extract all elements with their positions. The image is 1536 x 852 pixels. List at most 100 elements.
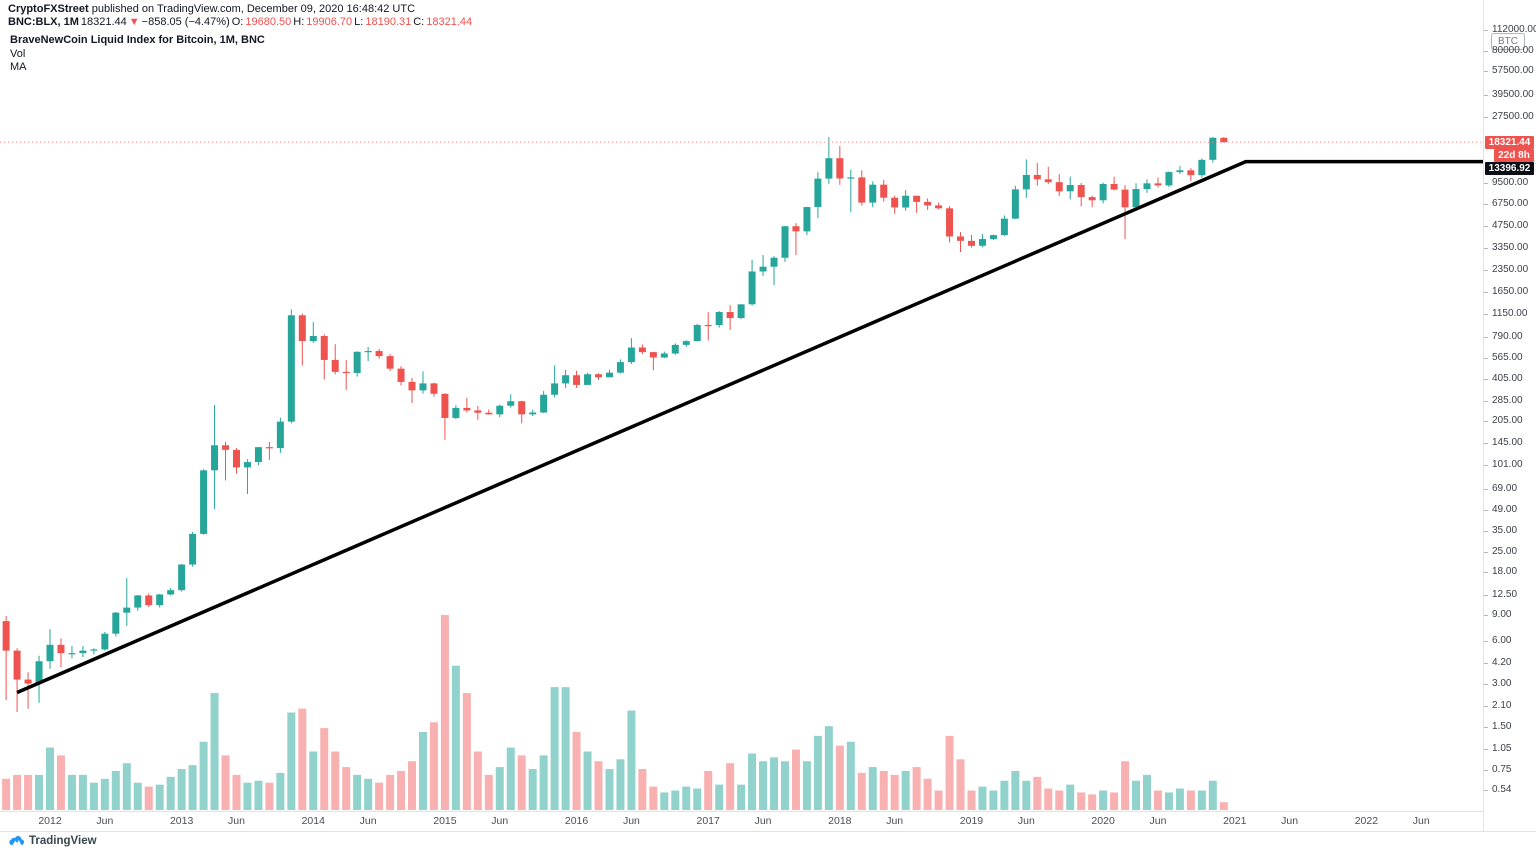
time-tick-label: 2018 <box>828 815 852 827</box>
candle-body <box>496 405 504 415</box>
candle-body <box>595 374 602 378</box>
volume-bar <box>276 772 285 810</box>
price-tick-label: 1.50 <box>1484 721 1536 733</box>
volume-bar <box>78 774 87 810</box>
time-tick-label: Jun <box>491 815 509 827</box>
volume-bar <box>495 767 504 810</box>
candle-body <box>232 449 240 468</box>
volume-bar <box>111 771 120 810</box>
candle-body <box>375 351 383 357</box>
last-price: 18321.44 <box>80 16 127 28</box>
volume-bar <box>791 749 800 810</box>
time-tick-label: 2022 <box>1354 815 1379 827</box>
price-tick-label: 1150.00 <box>1484 308 1536 320</box>
volume-bar <box>408 761 417 810</box>
volume-bar <box>155 784 164 810</box>
candle-body <box>1121 189 1129 208</box>
volume-bar <box>265 782 274 810</box>
candle-body <box>287 315 295 422</box>
candle-body <box>1099 183 1107 201</box>
volume-bar <box>1033 776 1042 810</box>
volume-bar <box>1153 790 1162 810</box>
price-axis[interactable]: BTC 112000.00 80000.00 57500.00 39500.00 275… <box>1483 0 1536 831</box>
volume-bar <box>254 780 263 810</box>
close-value: 18321.44 <box>426 16 473 28</box>
volume-bar <box>56 755 65 810</box>
candle-body <box>529 412 537 415</box>
volume-bar <box>199 741 208 810</box>
volume-bar <box>901 771 910 810</box>
volume-bar <box>572 732 581 810</box>
candle-body <box>408 381 416 391</box>
volume-bar <box>627 710 636 810</box>
candle-body <box>1198 159 1206 176</box>
candle-body <box>814 178 822 208</box>
candle-body <box>331 359 339 372</box>
candle-body <box>978 239 986 246</box>
candle-body <box>243 462 251 468</box>
candle-body <box>211 445 219 471</box>
volume-bar <box>1219 802 1228 810</box>
price-tick-label: 3350.00 <box>1484 242 1536 254</box>
legend-vol[interactable]: Vol <box>10 48 26 60</box>
candle-body <box>189 533 197 565</box>
candle-body <box>649 352 657 358</box>
volume-bar <box>748 753 757 810</box>
candle-body <box>584 374 592 385</box>
price-tick-label: 4.20 <box>1484 657 1536 669</box>
high-value: 19906.70 <box>306 16 353 28</box>
tradingview-logo[interactable]: TradingView <box>8 835 97 847</box>
candle-body <box>309 335 317 342</box>
volume-bar <box>835 745 844 810</box>
price-tick-label: 112000.00 <box>1484 24 1536 36</box>
volume-bar <box>451 665 460 810</box>
candle-body <box>551 383 559 395</box>
ascending-trendline-and-resistance <box>16 159 1483 695</box>
volume-bar <box>462 693 471 810</box>
series-title[interactable]: BraveNewCoin Liquid Index for Bitcoin, 1… <box>10 34 265 46</box>
candle-body <box>298 315 306 342</box>
price-tick-label: 39500.00 <box>1484 89 1536 101</box>
volume-bar <box>1208 780 1217 810</box>
candle-body <box>858 177 866 203</box>
candle-body <box>671 344 679 354</box>
volume-bar <box>1055 790 1064 810</box>
volume-bar <box>397 771 406 810</box>
volume-bar <box>210 693 219 810</box>
price-tick-label: 205.00 <box>1484 415 1536 427</box>
tradingview-cloud-icon <box>9 836 25 846</box>
bottom-bar: TradingView <box>0 831 1536 852</box>
candlestick-layer <box>2 137 1228 712</box>
price-tick-label: 6.00 <box>1484 635 1536 647</box>
candle-body <box>715 312 723 326</box>
volume-bar <box>879 771 888 810</box>
volume-bar <box>144 786 153 810</box>
open-value: 19680.50 <box>245 16 292 28</box>
legend-ma[interactable]: MA <box>10 61 27 73</box>
volume-bar <box>331 751 340 810</box>
volume-bar <box>1066 784 1075 810</box>
volume-bar <box>122 763 131 810</box>
chart-legend[interactable]: BraveNewCoin Liquid Index for Bitcoin, 1… <box>10 34 265 74</box>
candle-body <box>1055 182 1063 192</box>
publish-info-line: CryptoFXStreet published on TradingView.… <box>8 3 474 16</box>
candle-body <box>79 650 87 654</box>
candle-body <box>704 324 712 327</box>
candle-body <box>1154 183 1162 186</box>
candle-body <box>902 195 910 208</box>
currency-toggle-button[interactable]: BTC <box>1491 33 1525 50</box>
time-axis[interactable]: 2012 Jun 2013 Jun 2014 Jun 2015 Jun 2016 Jun 2017 J… <box>0 811 1483 832</box>
time-tick-label: 2020 <box>1091 815 1115 827</box>
volume-bar <box>528 769 537 810</box>
candle-body <box>891 197 899 208</box>
volume-bar <box>309 751 318 810</box>
volume-bar <box>440 615 449 810</box>
price-tick-label: 57500.00 <box>1484 65 1536 77</box>
volume-bar <box>342 767 351 810</box>
volume-bar <box>473 751 482 810</box>
volume-bar <box>1110 792 1119 810</box>
volume-bar <box>693 788 702 810</box>
candle-body <box>1044 179 1052 183</box>
high-label: H: <box>293 16 305 28</box>
